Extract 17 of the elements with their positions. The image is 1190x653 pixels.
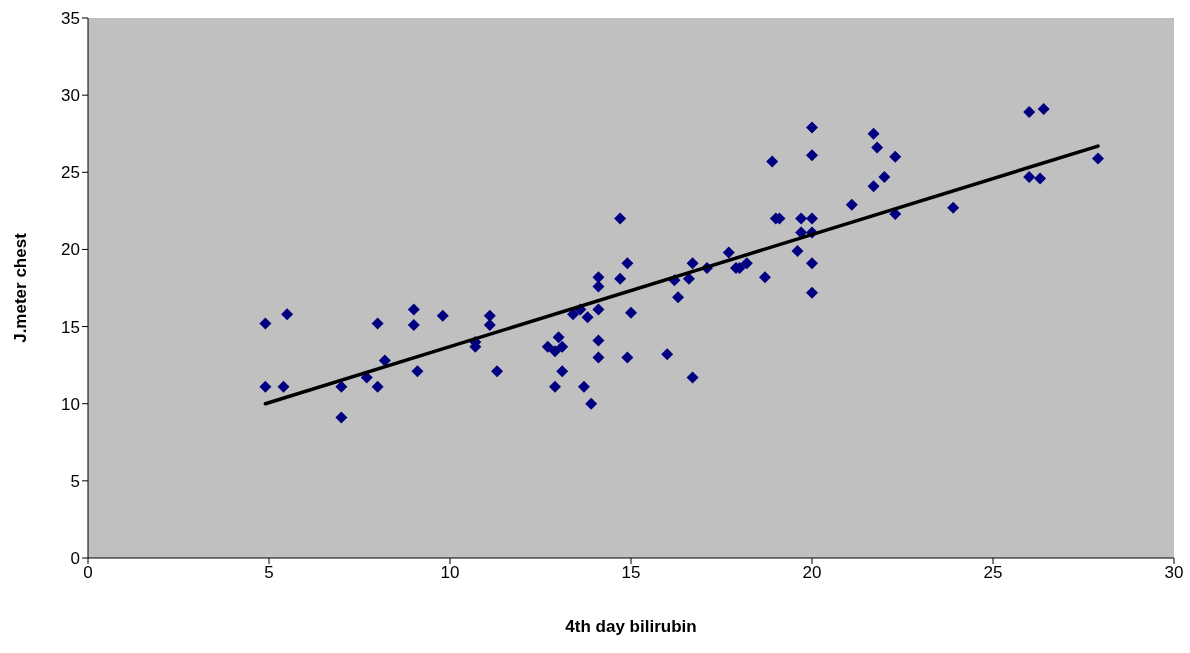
x-tick-label: 10 [440, 563, 460, 583]
x-tick-label: 5 [264, 563, 274, 583]
y-tick-label: 10 [61, 394, 80, 414]
y-tick-label: 5 [70, 471, 80, 491]
y-tick-label: 15 [61, 317, 80, 337]
x-tick-label: 20 [802, 563, 822, 583]
x-tick-label: 25 [983, 563, 1003, 583]
x-tick-label: 0 [83, 563, 93, 583]
y-tick-label: 0 [70, 549, 80, 569]
y-tick-label: 20 [61, 240, 80, 260]
x-tick-label: 15 [621, 563, 641, 583]
x-axis-title: 4th day bilirubin [565, 617, 697, 637]
y-tick-label: 25 [61, 163, 80, 183]
y-tick-label: 30 [61, 86, 80, 106]
y-tick-label: 35 [61, 9, 80, 29]
x-tick-label: 30 [1164, 563, 1184, 583]
y-axis-title: J.meter chest [11, 232, 31, 343]
